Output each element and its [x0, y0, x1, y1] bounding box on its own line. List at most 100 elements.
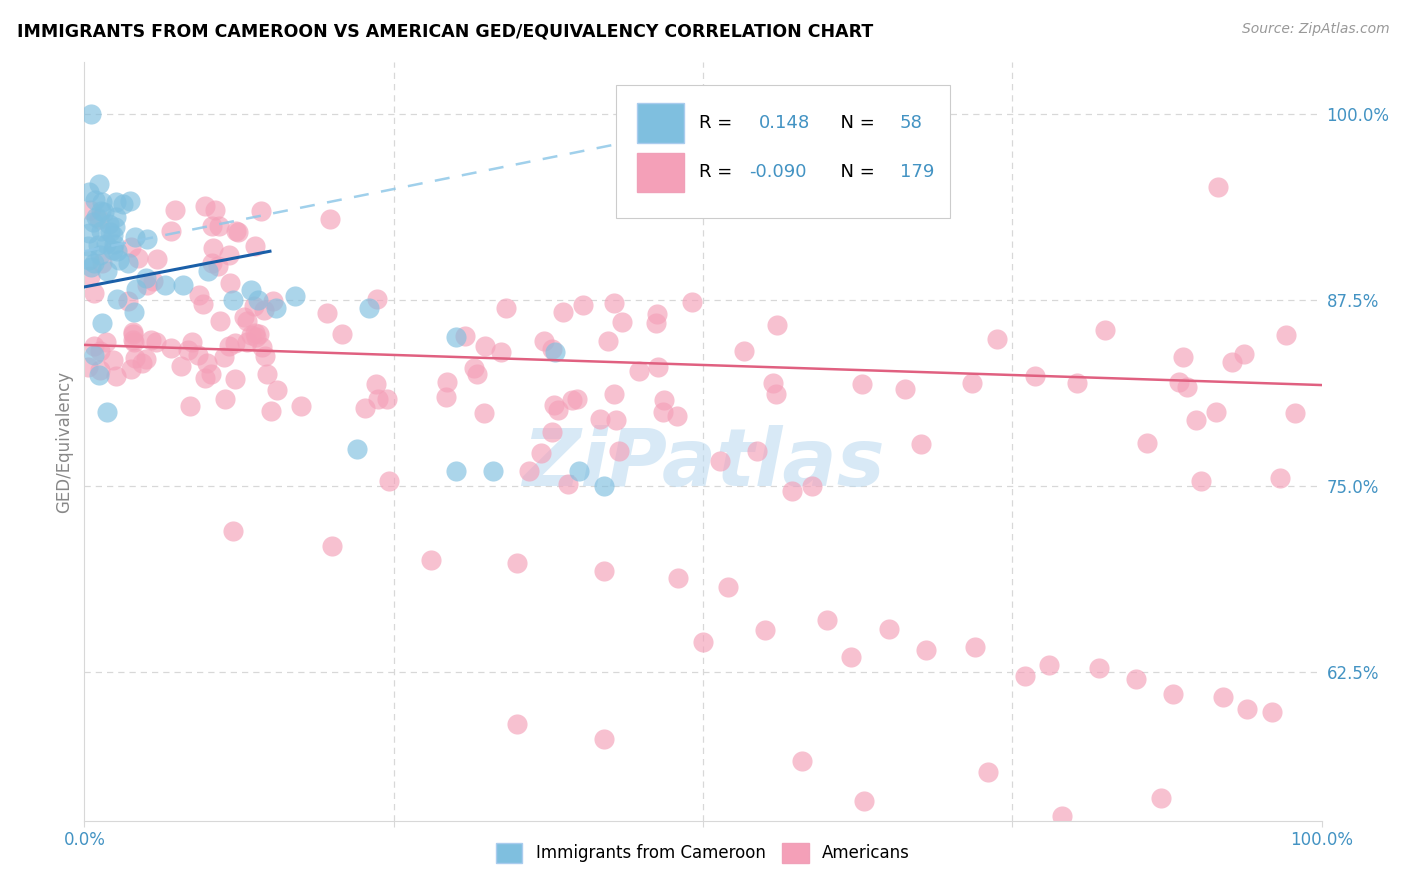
Point [96, 236, 118, 251]
Point [153, 278, 176, 293]
Point [79, 268, 101, 283]
Point [1205, 405, 1227, 419]
Point [1274, 327, 1296, 342]
Point [367, 392, 389, 406]
Point [541, 342, 564, 356]
Point [83, 286, 105, 301]
Point [243, 326, 266, 340]
Point [852, 794, 875, 808]
Point [593, 479, 616, 493]
Point [1261, 705, 1284, 719]
Point [628, 364, 651, 378]
Point [121, 325, 143, 339]
Point [495, 301, 517, 315]
Point [94, 334, 117, 349]
Point [1125, 673, 1147, 687]
Point [87, 212, 110, 227]
Point [1284, 406, 1306, 420]
Point [159, 341, 181, 355]
FancyBboxPatch shape [616, 85, 950, 218]
Point [914, 642, 936, 657]
Point [104, 220, 127, 235]
Point [960, 376, 983, 390]
Text: 0.148: 0.148 [759, 114, 810, 132]
Point [77, 227, 100, 241]
Point [165, 202, 187, 217]
Point [90, 255, 112, 269]
Point [1268, 471, 1291, 485]
Point [212, 350, 235, 364]
Point [318, 211, 340, 226]
Point [330, 327, 353, 342]
Point [419, 553, 441, 567]
Point [284, 289, 307, 303]
Point [89, 343, 111, 358]
Point [357, 301, 380, 315]
Point [1024, 369, 1046, 384]
Point [717, 580, 740, 594]
Point [207, 259, 229, 273]
Point [225, 224, 247, 238]
Point [118, 194, 141, 208]
Text: IMMIGRANTS FROM CAMEROON VS AMERICAN GED/EQUIVALENCY CORRELATION CHART: IMMIGRANTS FROM CAMEROON VS AMERICAN GED… [17, 22, 873, 40]
Point [321, 539, 343, 553]
Legend: Immigrants from Cameroon, Americans: Immigrants from Cameroon, Americans [489, 837, 917, 869]
Point [224, 372, 246, 386]
Point [84, 211, 107, 225]
Point [111, 196, 134, 211]
Point [105, 292, 128, 306]
Point [851, 376, 873, 391]
Point [82, 214, 104, 228]
Point [218, 339, 240, 353]
Point [247, 326, 270, 341]
Point [117, 256, 139, 270]
Point [90, 316, 112, 330]
Point [222, 293, 245, 308]
Point [260, 404, 283, 418]
Point [246, 293, 269, 308]
Point [474, 339, 496, 353]
Point [201, 256, 224, 270]
Point [264, 301, 287, 315]
Point [910, 437, 932, 451]
Point [572, 298, 595, 312]
Point [177, 343, 200, 357]
Point [105, 244, 128, 258]
Text: 179: 179 [900, 163, 934, 181]
Point [77, 252, 100, 267]
Point [543, 398, 565, 412]
Point [83, 348, 105, 362]
Point [233, 310, 256, 324]
Point [444, 464, 467, 478]
Point [253, 349, 276, 363]
Point [541, 425, 564, 439]
Point [1206, 180, 1229, 194]
Point [224, 335, 246, 350]
Point [364, 377, 387, 392]
Point [547, 402, 569, 417]
Point [1088, 660, 1111, 674]
Point [209, 314, 232, 328]
Point [1038, 657, 1060, 672]
Point [733, 344, 755, 359]
Point [645, 316, 668, 330]
Point [83, 255, 105, 269]
Point [96, 263, 118, 277]
Point [83, 339, 105, 353]
Point [1161, 687, 1184, 701]
Point [103, 227, 125, 242]
Point [800, 479, 823, 493]
Point [666, 571, 689, 585]
Point [172, 278, 194, 293]
Bar [637, 153, 685, 192]
Text: -0.090: -0.090 [749, 163, 806, 181]
Point [79, 107, 101, 121]
Point [197, 355, 219, 369]
Point [122, 326, 145, 341]
Point [603, 296, 626, 310]
Point [596, 334, 619, 348]
Point [354, 401, 377, 415]
Point [170, 359, 193, 374]
Point [815, 613, 838, 627]
Point [605, 412, 627, 426]
